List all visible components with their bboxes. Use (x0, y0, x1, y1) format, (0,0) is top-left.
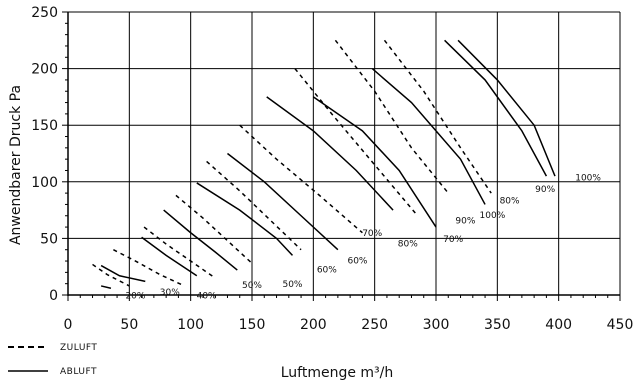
tick-labels: 0 50 100 150 200 250 300 350 400 450 0 50 100 150 200 2… (31, 5, 633, 333)
abluft-curve-90pct (371, 68, 486, 205)
y-tick-label: 200 (31, 62, 58, 78)
y-tick-label: 150 (31, 118, 58, 134)
y-tick-label: 0 (49, 288, 58, 304)
abluft-curve-20pct (100, 285, 112, 289)
abluft-curve-40pct (163, 209, 238, 271)
zuluft-curve-70pct (239, 124, 363, 234)
percent-label: 100% (480, 211, 506, 221)
zuluft-curve-30pct (113, 249, 185, 287)
percent-label: 50% (242, 281, 262, 291)
y-tick-label: 250 (31, 5, 58, 21)
percent-label: 90% (455, 217, 475, 227)
zuluft-curve-90pct (334, 39, 449, 194)
abluft-curve-100pct (457, 39, 556, 177)
legend: ZULUFT ABLUFT (8, 343, 97, 377)
x-tick-label: 300 (423, 317, 450, 333)
percent-label: 70% (443, 235, 463, 245)
zuluft-curve-50pct (175, 194, 253, 264)
zuluft-curve-20pct (92, 263, 130, 287)
grid (68, 11, 621, 296)
x-tick-label: 150 (239, 317, 266, 333)
abluft-curve-50pct (196, 182, 294, 256)
percent-label: 50% (282, 280, 302, 290)
zuluft-curve-80pct (294, 68, 419, 217)
abluft-curve-60pct (227, 152, 339, 251)
legend-zuluft-label: ZULUFT (60, 343, 97, 353)
percent-label: 60% (347, 256, 367, 266)
percent-label: 100% (575, 174, 601, 184)
x-tick-label: 450 (607, 317, 634, 333)
abluft-curve-30pct (141, 236, 198, 277)
x-tick-label: 400 (545, 317, 572, 333)
axes (62, 11, 621, 301)
percent-label: 40% (197, 291, 217, 301)
percent-label: 80% (398, 239, 418, 249)
percent-label: 70% (362, 229, 382, 239)
x-tick-label: 350 (484, 317, 511, 333)
abluft-curve-70pct (266, 96, 394, 211)
percent-label: 30% (160, 288, 180, 298)
percent-label: 60% (317, 265, 337, 275)
y-tick-label: 50 (40, 231, 58, 247)
percent-label: 20% (125, 291, 145, 301)
zuluft-curve-40pct (143, 226, 216, 279)
y-tick-label: 100 (31, 175, 58, 191)
x-tick-label: 250 (361, 317, 388, 333)
zuluft-curve-100pct (383, 39, 492, 194)
y-axis-label: Anwendbarer Druck Pa (8, 85, 24, 245)
abluft-curve-100pct (444, 39, 548, 177)
curves (92, 39, 556, 289)
percent-labels: 20% 30% 40% 50% 50% 60% 60% 70% 80% 70% 90% 100% 80%… (125, 174, 601, 302)
x-tick-label: 0 (64, 317, 73, 333)
abluft-curve-20pct (100, 264, 146, 283)
x-tick-label: 100 (177, 317, 204, 333)
abluft-curve-80pct (312, 96, 437, 228)
x-tick-label: 50 (120, 317, 138, 333)
percent-label: 90% (535, 185, 555, 195)
percent-label: 80% (500, 196, 520, 206)
x-axis-label: Luftmenge m³/h (281, 365, 394, 381)
legend-abluft-label: ABLUFT (60, 367, 97, 377)
x-tick-label: 200 (300, 317, 327, 333)
zuluft-curve-60pct (206, 160, 302, 251)
